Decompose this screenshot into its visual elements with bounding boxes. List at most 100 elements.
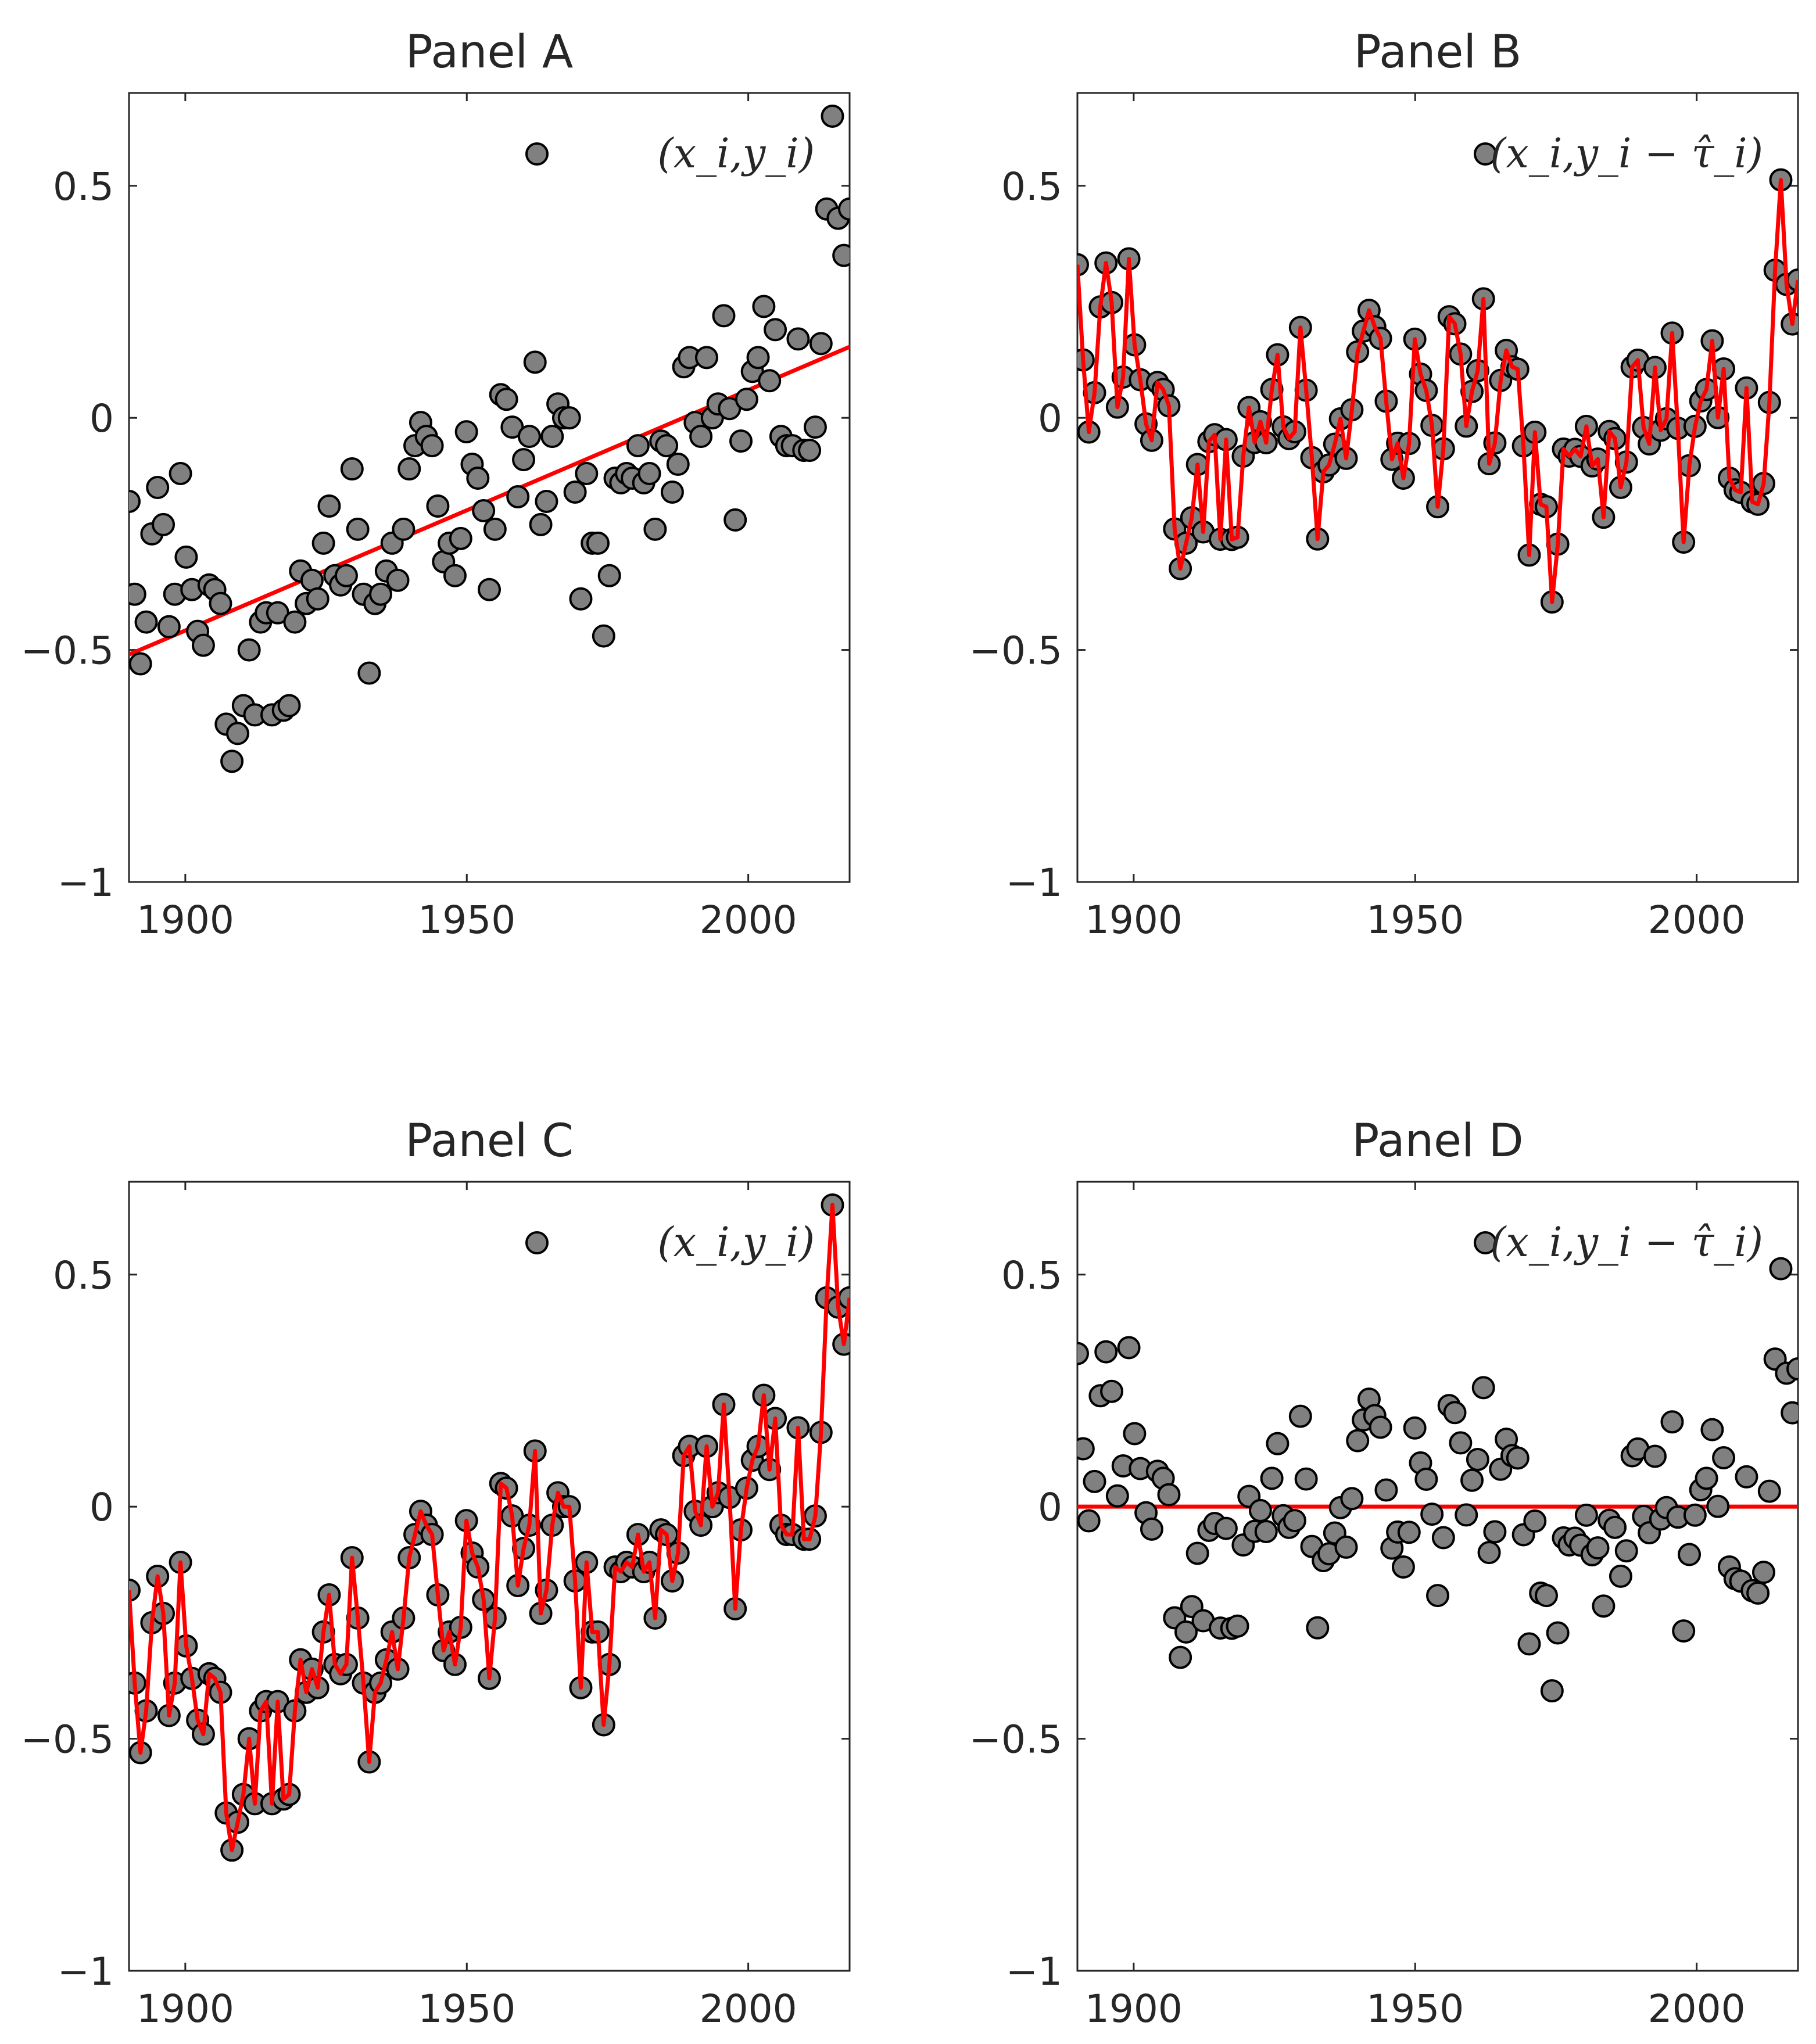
x-tick-label: 1900 [137, 1986, 234, 2031]
data-point [152, 512, 175, 536]
data-point [1603, 1515, 1627, 1539]
data-point [1260, 1466, 1284, 1490]
data-point [1660, 1410, 1684, 1434]
data-point [1420, 1502, 1444, 1526]
y-tick-label: 0.5 [1001, 1253, 1062, 1298]
data-point [637, 462, 661, 486]
data-point [798, 439, 822, 462]
data-point [283, 610, 307, 634]
y-tick-label: 0 [1038, 396, 1062, 441]
data-point [821, 104, 844, 128]
y-tick-label: −0.5 [21, 629, 114, 673]
data-point [1614, 1539, 1638, 1563]
data-point [694, 346, 718, 370]
data-point [1414, 1468, 1438, 1491]
data-point [626, 434, 650, 458]
data-point [764, 318, 787, 342]
data-point [535, 489, 558, 513]
data-point [169, 462, 192, 486]
data-point [1117, 1336, 1141, 1360]
data-point [357, 661, 381, 685]
data-point [758, 369, 782, 393]
data-point [1294, 1467, 1318, 1491]
data-point [483, 517, 507, 541]
y-tick-label: 0 [89, 396, 114, 441]
data-point [449, 526, 472, 550]
data-point [643, 517, 667, 541]
data-point [666, 453, 690, 476]
x-tick-label: 2000 [1648, 1986, 1746, 2031]
panel-title: Panel D [1352, 1115, 1523, 1167]
data-point [735, 388, 758, 411]
data-point [689, 425, 713, 449]
data-point [157, 615, 181, 639]
x-tick-label: 1900 [1085, 898, 1183, 942]
data-point [311, 531, 335, 555]
data-point [506, 485, 530, 508]
data-point [334, 564, 358, 587]
data-point [786, 327, 810, 351]
y-tick-label: 0.5 [1001, 164, 1062, 209]
data-point [386, 568, 410, 592]
data-point [209, 591, 232, 615]
data-point [1288, 1404, 1312, 1428]
legend-label: (x_i,y_i) [657, 1218, 815, 1266]
data-point [191, 633, 215, 657]
data-point [803, 415, 827, 439]
data-point [1712, 1446, 1736, 1470]
data-point [809, 332, 833, 356]
data-point [317, 494, 341, 518]
data-point [1083, 1469, 1106, 1493]
data-point [306, 587, 329, 611]
data-point [1397, 1521, 1421, 1544]
legend-label: (x_i,y_i − τ̂_i) [1490, 130, 1763, 177]
data-point [1592, 1594, 1616, 1618]
panel-title: Panel B [1354, 26, 1522, 78]
data-point [660, 480, 684, 504]
data-point [420, 434, 444, 458]
series-line [129, 1203, 850, 1852]
data-point [1769, 1257, 1793, 1281]
y-tick-label: −1 [58, 1949, 114, 1994]
data-point [1100, 1379, 1124, 1403]
data-point [1540, 1679, 1564, 1703]
legend-marker [1474, 142, 1497, 166]
data-point [592, 624, 615, 648]
x-tick-label: 2000 [1648, 898, 1746, 942]
x-tick-label: 2000 [700, 1986, 797, 2031]
data-point [529, 512, 553, 536]
data-point [129, 1578, 141, 1602]
data-point [1105, 1484, 1129, 1508]
data-point [540, 425, 564, 449]
data-point [832, 243, 850, 267]
data-point [1369, 1415, 1392, 1439]
data-point [1266, 1432, 1290, 1455]
data-point [220, 750, 244, 773]
data-point [1346, 1429, 1370, 1453]
data-point [746, 346, 770, 370]
axes-box [128, 92, 851, 883]
data-point [1609, 1564, 1632, 1588]
x-tick-label: 1950 [1366, 898, 1464, 942]
data-point [752, 295, 776, 318]
data-point [1306, 1616, 1330, 1640]
data-point [1746, 1581, 1770, 1605]
data-point [1751, 1561, 1775, 1584]
data-point [557, 406, 581, 430]
data-point [1157, 1483, 1181, 1507]
data-point [1426, 1584, 1449, 1608]
data-point [1254, 1520, 1278, 1544]
data-point [1678, 1543, 1702, 1566]
y-tick-label: 0.5 [53, 164, 114, 209]
data-point [1460, 1468, 1484, 1492]
data-point [1643, 1444, 1667, 1468]
y-tick-label: −1 [1006, 1949, 1062, 1994]
data-point [569, 587, 593, 611]
data-point [1077, 253, 1089, 277]
data-point [129, 489, 141, 513]
data-point [426, 494, 450, 518]
data-point [369, 582, 393, 606]
panel-title: Panel C [405, 1115, 574, 1167]
data-point [472, 499, 496, 522]
